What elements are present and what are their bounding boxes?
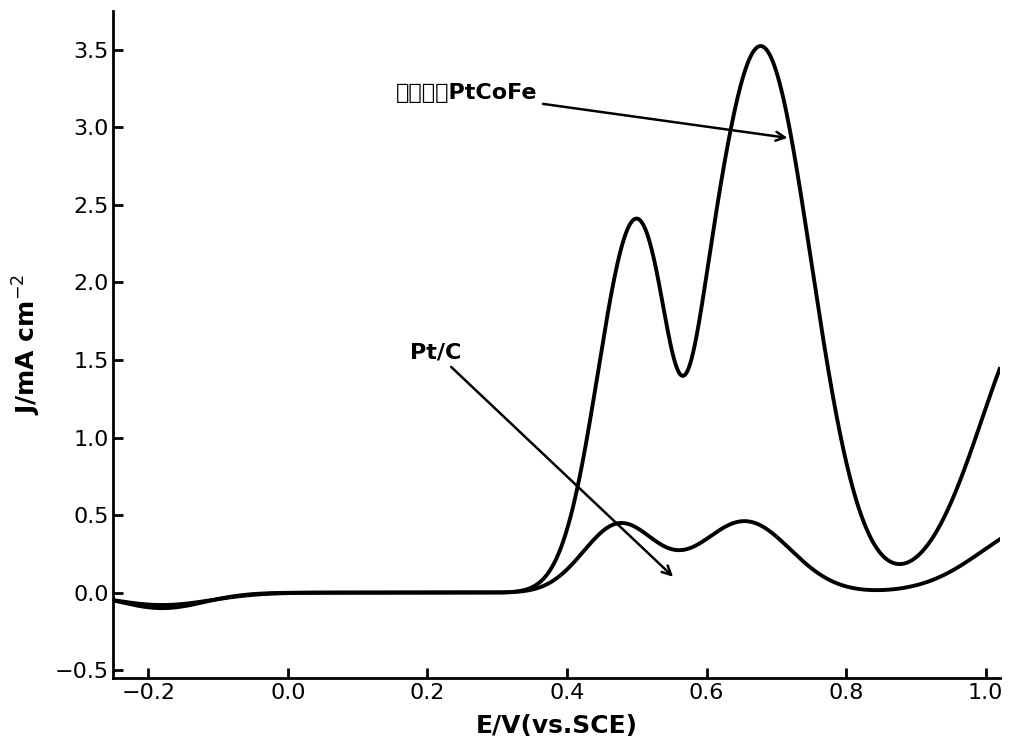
Y-axis label: J/mA cm$^{-2}$: J/mA cm$^{-2}$	[11, 274, 44, 415]
X-axis label: E/V(vs.SCE): E/V(vs.SCE)	[475, 714, 637, 738]
Text: Pt/C: Pt/C	[410, 342, 672, 574]
Text: 多角形貌PtCoFe: 多角形貌PtCoFe	[396, 83, 784, 141]
